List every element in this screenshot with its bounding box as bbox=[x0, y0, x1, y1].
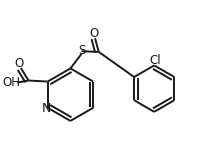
Text: OH: OH bbox=[2, 76, 20, 89]
Text: O: O bbox=[14, 57, 23, 70]
Text: N: N bbox=[42, 102, 51, 115]
Text: Cl: Cl bbox=[149, 54, 161, 67]
Text: O: O bbox=[89, 27, 99, 40]
Text: S: S bbox=[78, 44, 85, 57]
